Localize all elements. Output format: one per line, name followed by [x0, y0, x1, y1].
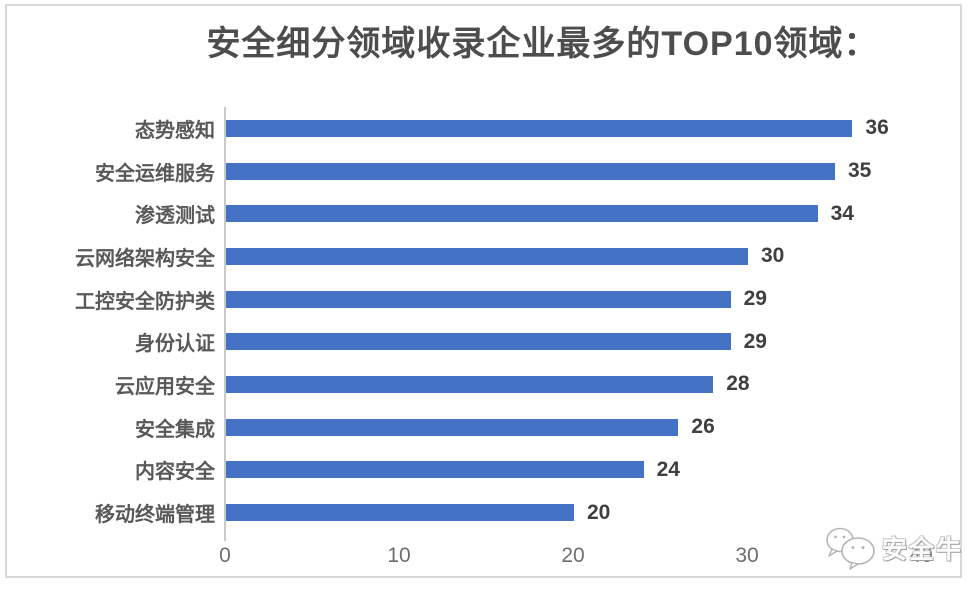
- x-axis-tick-label: 40: [909, 544, 933, 567]
- category-row: 态势感知: [12, 107, 215, 150]
- category-label: 身份认证: [135, 333, 215, 356]
- watermark-label: 安全牛: [882, 536, 964, 564]
- bar-value-label: 26: [691, 415, 715, 439]
- bar-value-label: 24: [656, 457, 680, 481]
- category-label: 安全运维服务: [95, 162, 215, 185]
- bar-row: 35: [226, 150, 922, 193]
- bar: [226, 375, 714, 393]
- plot-area: 36 35 34 30 29 29 28 26 24 20: [226, 107, 922, 534]
- category-row: 渗透测试: [12, 192, 215, 235]
- value-axis-labels: 0 10 20 30 40: [219, 544, 933, 570]
- category-axis-line: [224, 107, 226, 541]
- x-axis-tick-label: 10: [387, 544, 411, 567]
- bar: [226, 504, 574, 522]
- bar-value-label: 20: [587, 500, 611, 524]
- category-label: 云应用安全: [115, 375, 215, 398]
- bar-value-label: 29: [743, 287, 767, 311]
- category-label: 安全集成: [135, 418, 215, 441]
- bar-row: 29: [226, 278, 922, 321]
- category-row: 移动终端管理: [12, 491, 215, 534]
- bar-row: 30: [226, 235, 922, 278]
- category-row: 云应用安全: [12, 363, 215, 406]
- category-row: 安全运维服务: [12, 150, 215, 193]
- category-label: 内容安全: [135, 461, 215, 484]
- bar-row: 34: [226, 192, 922, 235]
- x-axis-tick-label: 0: [219, 544, 231, 567]
- category-row: 身份认证: [12, 320, 215, 363]
- bar: [226, 461, 644, 479]
- bar: [226, 418, 679, 436]
- bar: [226, 290, 731, 308]
- bar-value-label: 28: [726, 372, 750, 396]
- bar-value-label: 29: [743, 329, 767, 353]
- bar: [226, 162, 835, 180]
- bar: [226, 205, 818, 223]
- category-label: 移动终端管理: [95, 504, 215, 527]
- category-row: 工控安全防护类: [12, 278, 215, 321]
- bar-row: 28: [226, 363, 922, 406]
- bar-value-label: 30: [761, 244, 785, 268]
- bar: [226, 247, 748, 265]
- bar-value-label: 35: [848, 159, 872, 183]
- category-label: 渗透测试: [135, 205, 215, 228]
- bar: [226, 333, 731, 351]
- category-row: 云网络架构安全: [12, 235, 215, 278]
- x-axis-tick-label: 20: [561, 544, 585, 567]
- chart-title: 安全细分领域收录企业最多的TOP10领域：: [206, 25, 879, 63]
- bar-row: 29: [226, 320, 922, 363]
- bar: [226, 119, 853, 137]
- category-label: 云网络架构安全: [75, 247, 215, 270]
- category-row: 内容安全: [12, 449, 215, 492]
- category-row: 安全集成: [12, 406, 215, 449]
- bar-value-label: 34: [830, 201, 854, 225]
- category-axis-labels: 态势感知安全运维服务渗透测试云网络架构安全 工控安全防护类身份认证云应用安全安全集…: [12, 107, 215, 534]
- category-label: 态势感知: [135, 119, 215, 142]
- bar-row: 20: [226, 491, 922, 534]
- bar-row: 26: [226, 406, 922, 449]
- x-axis-tick-label: 30: [735, 544, 759, 567]
- bar-value-label: 36: [865, 116, 889, 140]
- bar-row: 24: [226, 449, 922, 492]
- wechat-chat-bubbles-icon: [826, 527, 875, 570]
- bar-row: 36: [226, 107, 922, 150]
- watermark: 安全牛: [824, 525, 963, 571]
- category-label: 工控安全防护类: [75, 290, 215, 313]
